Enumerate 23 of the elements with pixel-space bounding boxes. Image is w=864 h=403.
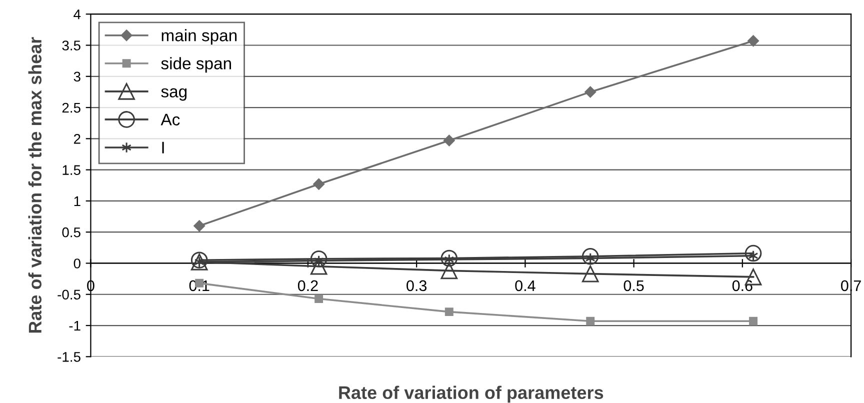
y-tick-label: 2 <box>74 134 80 144</box>
legend-label: sag <box>161 88 187 101</box>
y-tick-label: 2.5 <box>62 102 80 113</box>
legend-label: side span <box>161 57 231 73</box>
legend-label: Ac <box>160 114 180 126</box>
y-axis-title: Rate of variation for the max shear <box>28 37 42 333</box>
y-tick-label: -1.5 <box>58 352 80 362</box>
x-tick-label: 0.3 <box>406 280 427 292</box>
y-tick-label: 1 <box>74 196 80 206</box>
y-tick-label: 0.5 <box>62 227 80 238</box>
legend-label: main span <box>162 29 237 45</box>
x-tick-label: 0.2 <box>298 280 318 292</box>
y-tick-label: 4 <box>74 10 81 20</box>
y-tick-label: 3.5 <box>62 40 80 50</box>
x-tick-label: 0.5 <box>624 280 644 292</box>
x-tick-label: 0.4 <box>515 280 536 292</box>
y-tick-label: -1 <box>69 320 80 331</box>
legend-label: I <box>162 142 164 154</box>
y-tick-label: 1.5 <box>62 165 80 175</box>
y-tick-label: 3 <box>74 72 80 82</box>
x-axis-title: Rate of variation of parameters <box>339 386 604 403</box>
y-tick-label: -0.5 <box>58 290 80 300</box>
y-tick-label: 0 <box>74 258 80 268</box>
